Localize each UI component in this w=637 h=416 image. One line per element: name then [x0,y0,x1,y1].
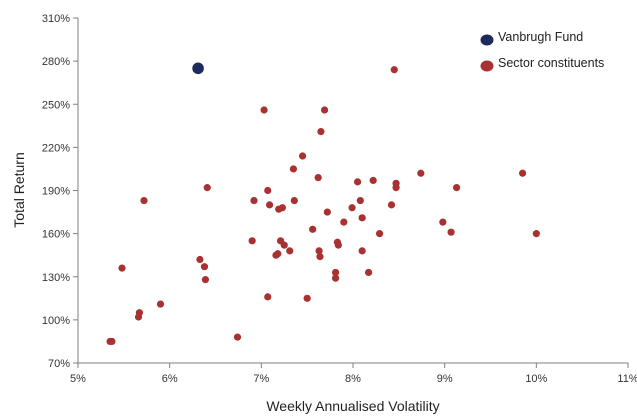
y-tick-label: 70% [48,358,70,370]
y-axis-title: Total Return [11,152,27,227]
x-tick-label: 8% [345,373,361,385]
sector-point [323,208,331,216]
legend-marker [480,34,494,46]
x-axis-title: Weekly Annualised Volatility [266,398,439,414]
sector-point [280,241,288,249]
legend-marker [480,60,494,72]
x-tick-label: 6% [162,373,178,385]
sector-point [314,173,322,182]
y-tick-label: 160% [42,229,70,241]
sector-point [303,294,311,302]
sector-point [108,337,116,346]
legend-label: Vanbrugh Fund [498,30,583,44]
sector-point [387,201,396,209]
sector-point [278,204,287,212]
sector-point [233,333,242,341]
y-tick-label: 310% [42,13,70,25]
y-tick-label: 100% [42,315,70,327]
sector-point [439,218,447,226]
sector-point [320,106,329,114]
x-tick-label: 11% [617,373,637,385]
sector-point [248,237,256,245]
sector-point [452,184,461,192]
sector-point [532,230,540,238]
x-tick-label: 5% [70,373,86,385]
sector-point [358,214,366,222]
sector-point [260,106,268,114]
sector-point [348,204,356,212]
sector-point [309,225,317,233]
sector-point [364,268,373,277]
y-tick-label: 280% [42,56,70,68]
sector-point [290,196,298,205]
y-axis-ticks: 70% 100% 130% 160% 190% 220% 250% 280% 310% [42,13,78,370]
sector-point [196,255,204,264]
sector-point [315,247,323,255]
x-axis-ticks: 5% 6% 7% 8% 9% 10% 11% [70,363,637,385]
sector-point [358,247,366,255]
sector-point [264,186,272,195]
sector-point [250,196,258,205]
sector-point [118,264,126,272]
legend-label: Sector constituents [498,56,604,70]
y-tick-label: 190% [42,186,70,198]
sector-point [265,201,274,209]
y-tick-label: 250% [42,99,70,111]
sector-point [375,230,384,238]
sector-point [289,165,298,173]
sector-point [156,300,165,308]
sector-point [417,169,425,177]
sector-point [274,250,282,258]
sector-point [316,253,324,261]
y-tick-label: 130% [42,272,70,284]
sector-point [331,274,340,282]
sector-point [331,268,340,277]
sector-point [334,241,342,249]
sector-point [353,178,362,186]
sector-point [317,127,325,136]
sector-point [518,169,527,177]
sector-point [201,276,210,284]
sector-point [356,196,364,205]
sector-point [286,247,294,255]
sector-point [200,263,209,271]
x-tick-label: 10% [525,373,547,385]
x-tick-label: 9% [437,373,453,385]
y-tick-label: 220% [42,142,70,154]
sector-point [340,218,348,226]
sector-point [203,184,211,192]
data-points [106,62,540,346]
x-tick-label: 7% [253,373,269,385]
sector-point [140,196,148,205]
legend: Vanbrugh Fund Sector constituents [480,30,604,72]
sector-point [369,176,377,185]
fund-point [192,62,204,75]
sector-point [135,309,144,317]
sector-point [390,66,398,74]
sector-point [264,293,272,301]
sector-point [298,152,307,160]
sector-point [447,228,455,236]
sector-point [392,184,400,192]
